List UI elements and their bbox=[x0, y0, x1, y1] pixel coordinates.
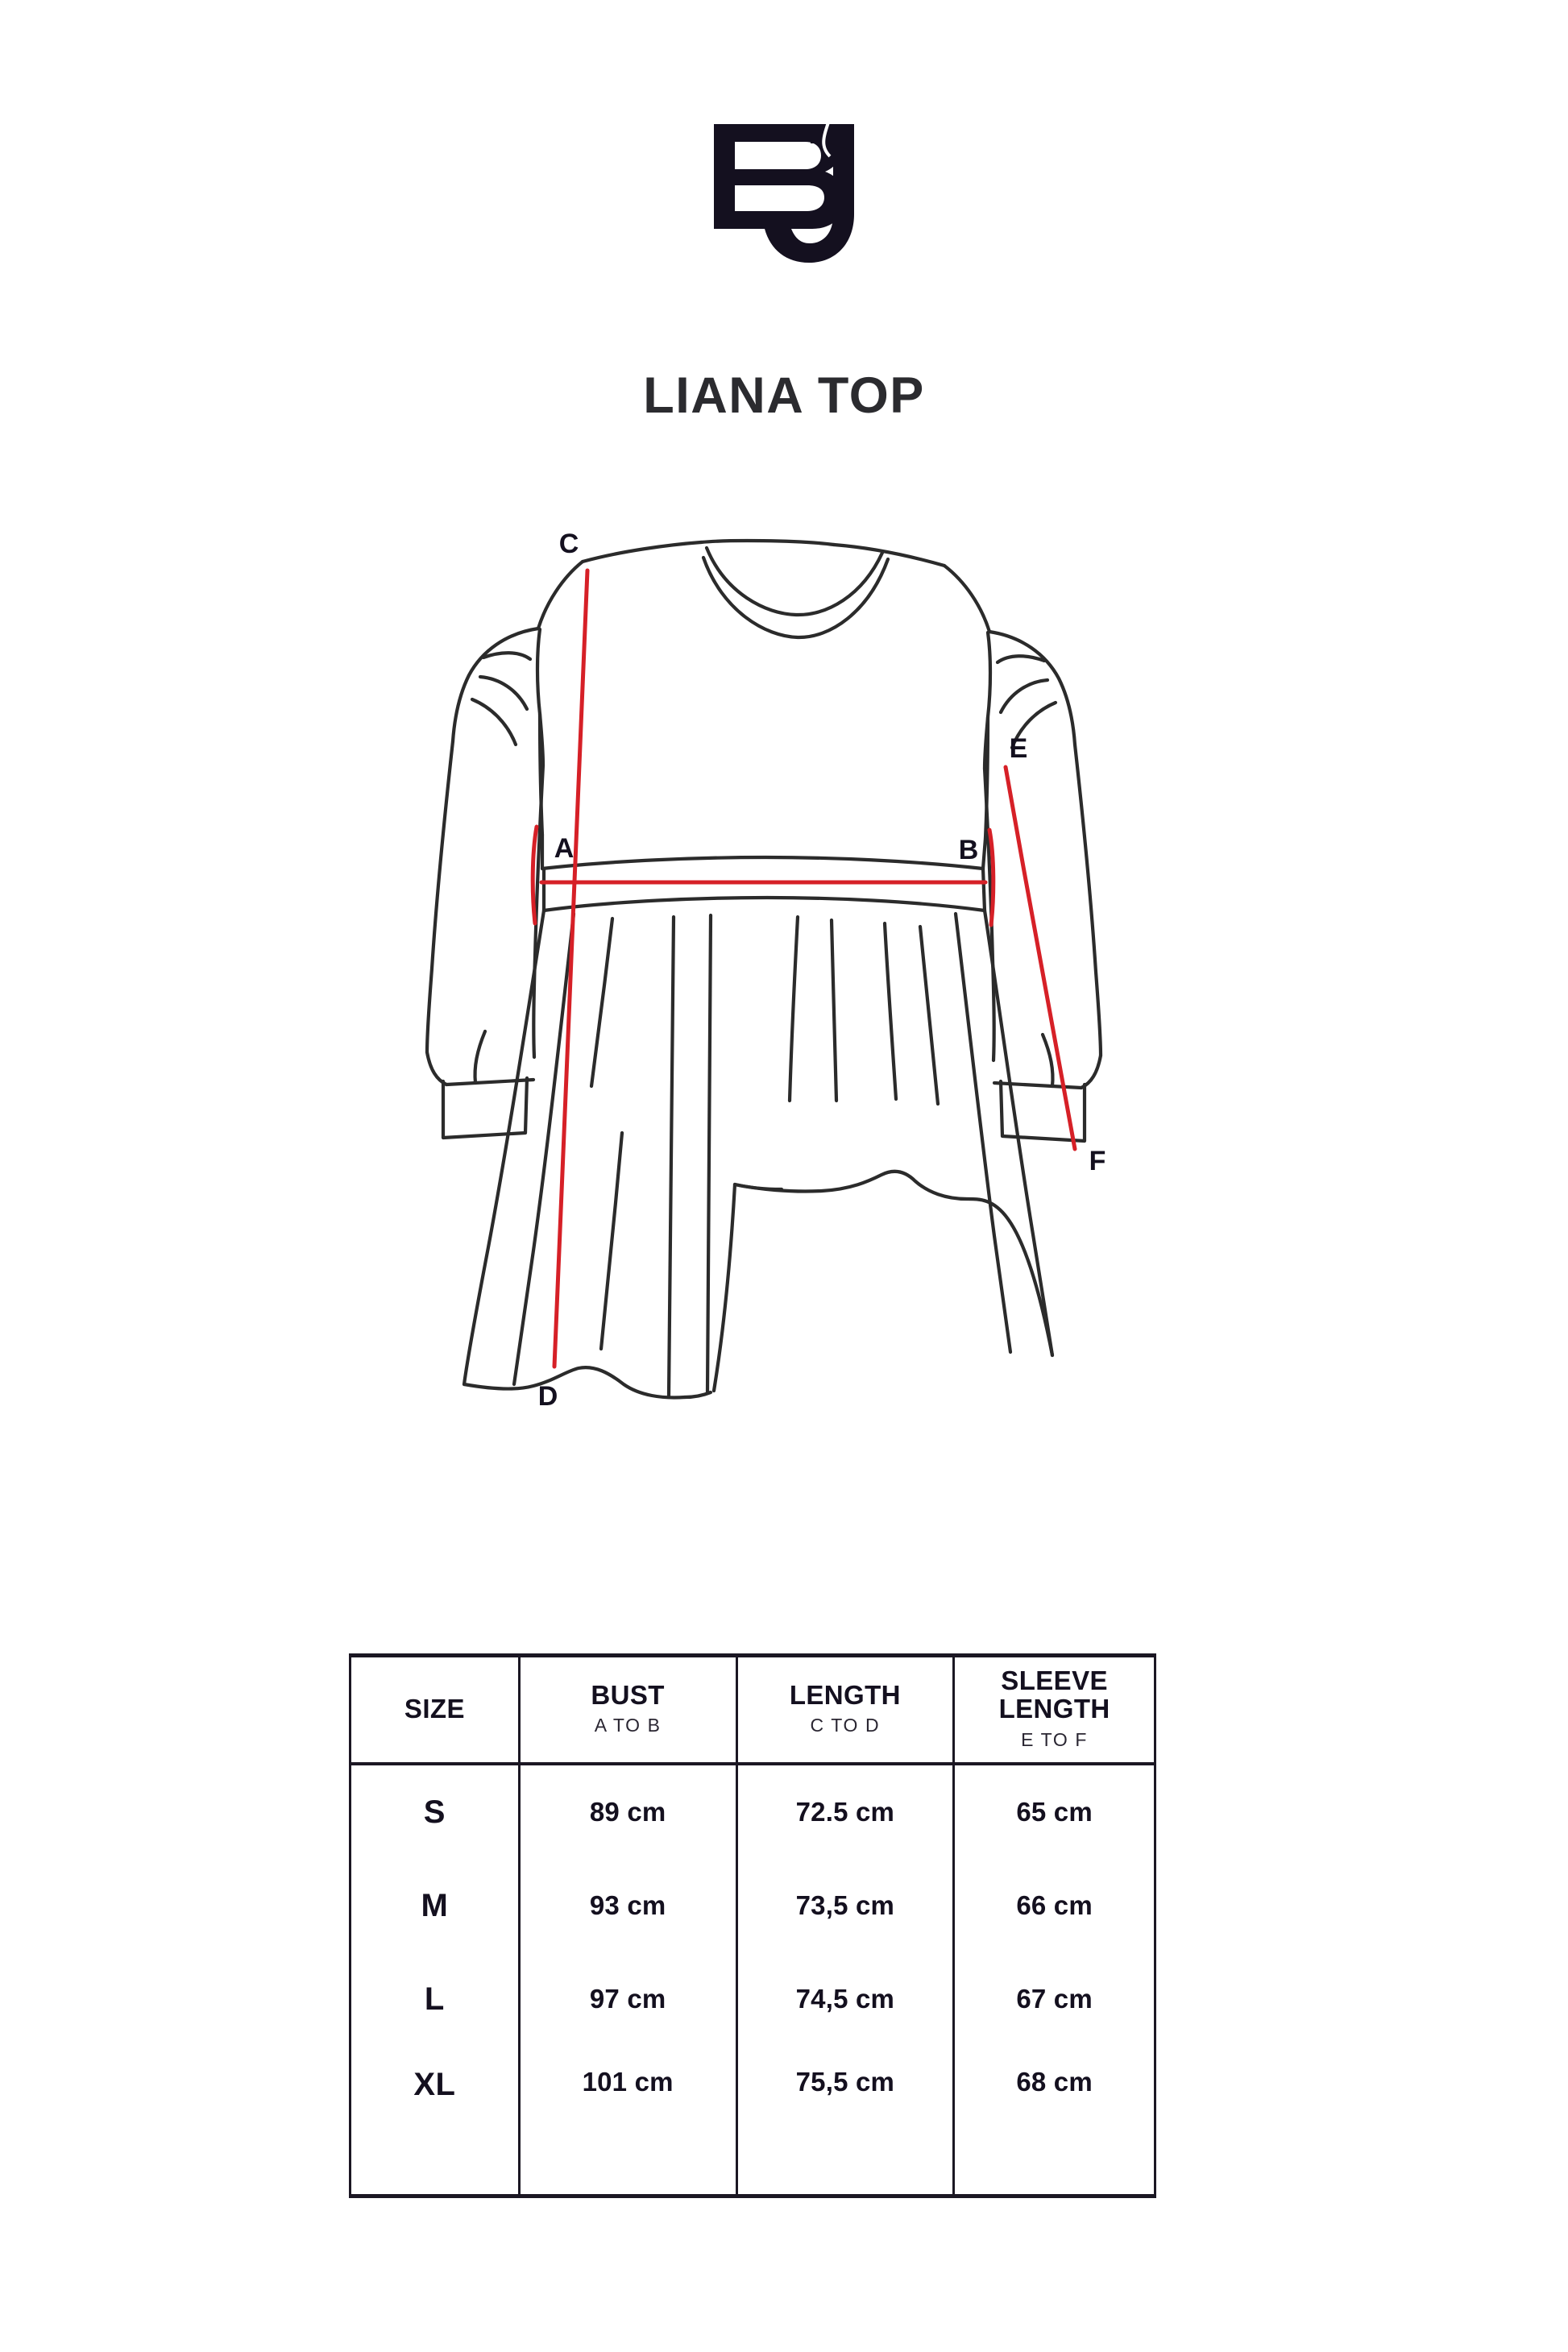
header-cell-bust: BUST A TO B bbox=[517, 1653, 738, 1765]
length-line-c-to-d bbox=[552, 568, 590, 1369]
brand-logo bbox=[0, 119, 1568, 268]
table-row: L 97 cm 74,5 cm 67 cm bbox=[349, 1952, 1156, 2046]
skirt-fold-1 bbox=[589, 916, 615, 1089]
cell-length-s: 72.5 cm bbox=[735, 1764, 956, 1859]
table-row: XL 101 cm 75,5 cm 68 cm bbox=[349, 2046, 1156, 2198]
skirt-right-inner-panel bbox=[953, 911, 1013, 1354]
skirt-hem-right-back bbox=[732, 1169, 1055, 1358]
skirt-fold-6 bbox=[882, 921, 898, 1101]
header-sleeve-main: SLEEVE LENGTH bbox=[998, 1665, 1110, 1724]
right-shoulder-top bbox=[832, 542, 947, 568]
table-row: M 93 cm 73,5 cm 66 cm bbox=[349, 1859, 1156, 1952]
right-cuff-top bbox=[992, 1081, 1084, 1090]
right-shoulder-slope bbox=[942, 563, 992, 634]
neckline-top-edge bbox=[699, 538, 836, 547]
table-row: S 89 cm 72.5 cm 65 cm bbox=[349, 1764, 1156, 1859]
skirt-fold-3 bbox=[705, 913, 713, 1395]
measurement-lines bbox=[530, 568, 1077, 1369]
cell-length-m: 73,5 cm bbox=[735, 1859, 956, 1952]
right-waist-tick bbox=[981, 836, 988, 871]
marker-label-f: F bbox=[1089, 1146, 1106, 1176]
header-sleeve-sub: E TO F bbox=[1021, 1728, 1089, 1750]
right-cuff bbox=[998, 1079, 1087, 1143]
marker-label-a: A bbox=[554, 833, 575, 864]
bust-tick-a bbox=[530, 824, 539, 926]
left-shoulder-slope bbox=[536, 559, 585, 631]
cell-length-l: 74,5 cm bbox=[735, 1952, 956, 2046]
right-pleat-2 bbox=[998, 678, 1050, 715]
cell-sleeve-s: 65 cm bbox=[952, 1764, 1156, 1859]
skirt-hem-step-riser bbox=[711, 1182, 737, 1393]
garment-illustration: C A B E F D bbox=[346, 516, 1217, 1571]
left-pleat-2 bbox=[478, 674, 529, 711]
header-length-main: LENGTH bbox=[789, 1679, 901, 1710]
sleeve-line-e-to-f bbox=[1003, 765, 1077, 1151]
bj-monogram-logo bbox=[714, 122, 854, 263]
header-bust-sub: A TO B bbox=[594, 1715, 662, 1736]
skirt-fold-5 bbox=[829, 918, 839, 1103]
right-pleat-1 bbox=[995, 654, 1047, 665]
right-band-right bbox=[981, 866, 987, 913]
skirt-left-inner-panel bbox=[512, 911, 576, 1387]
skirt-hem-back-upper bbox=[732, 1182, 784, 1192]
size-chart-table-container: SIZE BUST A TO B LENGTH C TO D SLEEVE LE… bbox=[349, 1653, 1156, 2198]
cell-sleeve-m: 66 cm bbox=[952, 1859, 1156, 1952]
marker-label-c: C bbox=[559, 529, 579, 559]
marker-label-d: D bbox=[538, 1381, 558, 1412]
left-pleat-3 bbox=[470, 697, 518, 747]
left-sleeve-outer bbox=[425, 739, 455, 1055]
neckline-inner-curve bbox=[704, 545, 885, 617]
cell-bust-m: 93 cm bbox=[517, 1859, 738, 1952]
cell-size-xl: XL bbox=[349, 2046, 521, 2198]
waist-seam-lower bbox=[541, 895, 987, 913]
cell-size-l: L bbox=[349, 1952, 521, 2046]
marker-label-e: E bbox=[1010, 733, 1028, 764]
cell-size-s: S bbox=[349, 1764, 521, 1859]
skirt-left-outer bbox=[462, 908, 546, 1387]
right-sleevecap-outer bbox=[987, 629, 1077, 747]
cell-bust-xl: 101 cm bbox=[517, 2046, 738, 2198]
header-length-sub: C TO D bbox=[810, 1715, 881, 1736]
header-bust-main: BUST bbox=[591, 1679, 665, 1710]
header-cell-size: SIZE bbox=[349, 1653, 521, 1765]
left-sleeve-fold bbox=[473, 1029, 487, 1085]
left-pleat-1 bbox=[481, 651, 533, 662]
header-cell-length: LENGTH C TO D bbox=[735, 1653, 956, 1765]
right-bodice-seam bbox=[983, 715, 990, 840]
left-bodice-seam bbox=[537, 711, 545, 837]
left-cuff-top bbox=[444, 1077, 536, 1087]
waist-seam-upper bbox=[540, 855, 985, 871]
size-chart-table: SIZE BUST A TO B LENGTH C TO D SLEEVE LE… bbox=[349, 1653, 1156, 2198]
skirt-fold-4 bbox=[787, 915, 800, 1103]
right-pleat-3 bbox=[1010, 700, 1058, 750]
left-sleevecap-outer bbox=[450, 626, 541, 744]
neckline-outer-curve bbox=[701, 555, 890, 640]
page-title: LIANA TOP bbox=[643, 367, 925, 424]
skirt-fold-7 bbox=[918, 924, 940, 1106]
left-shoulder-top bbox=[580, 540, 703, 564]
cell-sleeve-l: 67 cm bbox=[952, 1952, 1156, 2046]
cell-length-xl: 75,5 cm bbox=[735, 2046, 956, 2198]
table-header-row: SIZE BUST A TO B LENGTH C TO D SLEEVE LE… bbox=[349, 1653, 1156, 1765]
header-cell-sleeve: SLEEVE LENGTH E TO F bbox=[952, 1653, 1156, 1765]
header-size-main: SIZE bbox=[404, 1693, 465, 1724]
cell-size-m: M bbox=[349, 1859, 521, 1952]
garment-outline bbox=[425, 538, 1103, 1400]
right-sleeve-fold bbox=[1040, 1032, 1055, 1089]
right-sleeve-outer bbox=[1072, 742, 1103, 1058]
cell-bust-l: 97 cm bbox=[517, 1952, 738, 2046]
measurement-markers: C A B E F D bbox=[538, 529, 1106, 1412]
skirt-fold-1b bbox=[599, 1130, 624, 1351]
marker-label-b: B bbox=[959, 835, 979, 865]
cell-bust-s: 89 cm bbox=[517, 1764, 738, 1859]
bust-tick-b bbox=[987, 828, 996, 927]
cell-sleeve-xl: 68 cm bbox=[952, 2046, 1156, 2198]
left-cuff bbox=[441, 1076, 529, 1140]
skirt-fold-2 bbox=[666, 915, 676, 1398]
skirt-hem-left-front bbox=[462, 1366, 687, 1400]
skirt-right-outer bbox=[982, 908, 1055, 1358]
